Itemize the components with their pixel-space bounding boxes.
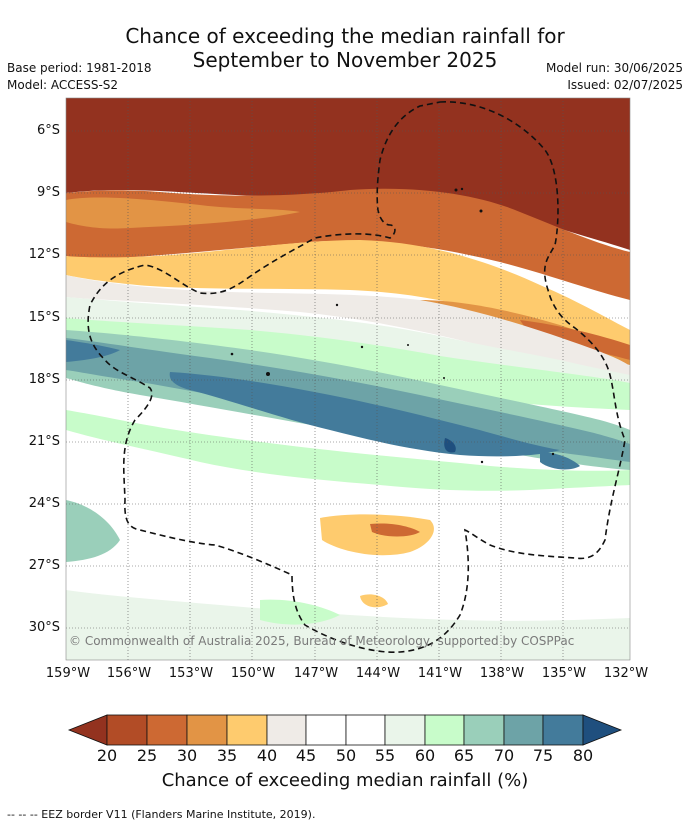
colorbar-tick-label: 70 (493, 746, 515, 765)
lon-label: 138°W (479, 666, 525, 681)
colorbar-title: Chance of exceeding median rainfall (%) (161, 770, 529, 791)
lat-label: 24°S (28, 496, 60, 511)
lon-label: 150°W (230, 666, 276, 681)
lon-label: 159°W (45, 666, 91, 681)
lon-label: 147°W (293, 666, 339, 681)
colorbar-tick-label: 40 (256, 746, 278, 765)
lat-label: 18°S (28, 372, 60, 387)
issued-date: Issued: 02/07/2025 (567, 78, 683, 92)
lon-label: 135°W (541, 666, 587, 681)
colorbar-tick-label: 50 (335, 746, 357, 765)
lon-label: 153°W (168, 666, 214, 681)
colorbar-low-arrow (67, 714, 108, 746)
colorbar-tick-label: 60 (414, 746, 436, 765)
colorbar-tick-label: 75 (532, 746, 554, 765)
lat-label: 9°S (36, 185, 60, 200)
model-run: Model run: 30/06/2025 (545, 61, 683, 75)
rainfall-probability-field (66, 98, 630, 660)
lon-label: 144°W (355, 666, 401, 681)
lat-label: 30°S (28, 620, 60, 635)
colorbar-tick-label: 65 (453, 746, 475, 765)
colorbar-tick-label: 45 (295, 746, 317, 765)
lon-label: 156°W (106, 666, 152, 681)
lat-label: 15°S (28, 310, 60, 325)
lat-label: 12°S (28, 247, 60, 262)
colorbar (67, 714, 623, 746)
map-graticule (66, 98, 630, 660)
copyright-notice: © Commonwealth of Australia 2025, Bureau… (69, 634, 575, 648)
lon-label: 132°W (603, 666, 649, 681)
map-title-line1: Chance of exceeding the median rainfall … (125, 24, 565, 48)
lat-label: 27°S (28, 558, 60, 573)
lat-label: 6°S (36, 123, 60, 138)
lon-label: 141°W (417, 666, 463, 681)
lat-label: 21°S (28, 434, 60, 449)
colorbar-high-arrow (582, 714, 623, 746)
colorbar-tick-label: 30 (176, 746, 198, 765)
colorbar-tick-label: 55 (374, 746, 396, 765)
eez-footnote: -- -- -- EEZ border V11 (Flanders Marine… (7, 808, 316, 821)
colorbar-tick-label: 80 (572, 746, 594, 765)
colorbar-tick-label: 20 (96, 746, 118, 765)
map-title-line2: September to November 2025 (192, 48, 498, 72)
model-name: Model: ACCESS-S2 (7, 78, 119, 92)
base-period: Base period: 1981-2018 (7, 61, 152, 75)
colorbar-tick-label: 35 (216, 746, 238, 765)
colorbar-tick-label: 25 (136, 746, 158, 765)
islands (230, 187, 555, 464)
eez-border (87, 101, 626, 653)
